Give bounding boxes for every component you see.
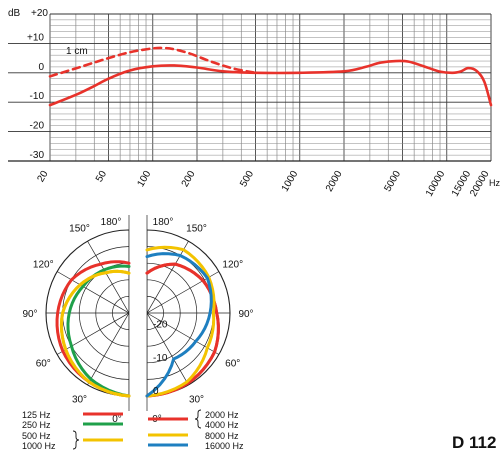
legend-label: 4000 Hz: [205, 420, 239, 430]
polar-angle-label: 0°: [112, 414, 122, 425]
frequency-grid: [49, 13, 492, 162]
x-axis-label: Hz: [489, 178, 500, 188]
polar-curve-1000hz: [59, 269, 131, 398]
x-tick-label: 50: [94, 169, 109, 185]
y-tick-label: -30: [30, 150, 45, 161]
y-axis-label: dB: [8, 8, 21, 19]
polar-labels: 180° 180° 150° 150° 120° 120° 90° 90° 60° 60° 30° 3…: [22, 217, 253, 425]
legend-brace: [194, 409, 202, 429]
polar-angle-label: 90°: [22, 309, 37, 320]
legend-label: 250 Hz: [22, 420, 51, 430]
polar-spoke: [147, 312, 189, 386]
polar-curve-250hz: [66, 264, 131, 398]
polar-spoke: [147, 240, 189, 314]
y-tick-label: -10: [30, 91, 45, 102]
frequency-series: [48, 46, 493, 107]
model-name: D 112: [452, 433, 497, 452]
legend-label: 16000 Hz: [205, 441, 244, 451]
polar-angle-label: 120°: [33, 260, 54, 271]
polar-spoke: [56, 271, 129, 314]
y-tick-label: 0: [38, 62, 44, 73]
polar-angle-label: 30°: [189, 395, 204, 406]
polar-angle-label: 150°: [69, 223, 90, 234]
polar-curve-16000hz: [145, 252, 213, 398]
polar-angle-label: 60°: [225, 359, 240, 370]
legend-label: 1000 Hz: [22, 441, 56, 451]
polar-angle-label: 150°: [186, 223, 207, 234]
polar-spoke: [56, 312, 129, 355]
polar-curve-4000hz: [145, 262, 220, 398]
polar-radial-label: -10: [153, 353, 168, 364]
polar-angle-label: 90°: [238, 309, 253, 320]
polar-radial-label: 0: [153, 386, 159, 397]
x-tick-label: 20: [36, 169, 51, 185]
polar-grid: [45, 215, 231, 411]
legend-brace: [72, 430, 80, 450]
polar-spoke: [87, 312, 129, 386]
y-tick-label: +10: [27, 32, 44, 43]
series-line-response: [48, 59, 493, 107]
legend-label: 2000 Hz: [205, 410, 239, 420]
polar-curve-8000hz: [145, 245, 216, 398]
polar-radial-label: -20: [153, 320, 168, 331]
series-line-1cm: [48, 46, 257, 78]
legend-label: 8000 Hz: [205, 431, 239, 441]
one-cm-annotation: 1 cm: [66, 46, 88, 57]
polar-angle-label: 120°: [222, 260, 243, 271]
legend-label: 500 Hz: [22, 431, 51, 441]
y-tick-label: -20: [30, 121, 45, 132]
legend-label: 125 Hz: [22, 410, 51, 420]
polar-angle-label: 180°: [153, 217, 174, 228]
polar-angle-label: 60°: [36, 359, 51, 370]
polar-series: [55, 245, 220, 398]
y-tick-label: +20: [31, 8, 48, 19]
polar-curve-500hz: [59, 269, 131, 398]
polar-spoke: [87, 240, 129, 314]
polar-angle-label: 180°: [101, 217, 122, 228]
polar-angle-label: 30°: [72, 395, 87, 406]
